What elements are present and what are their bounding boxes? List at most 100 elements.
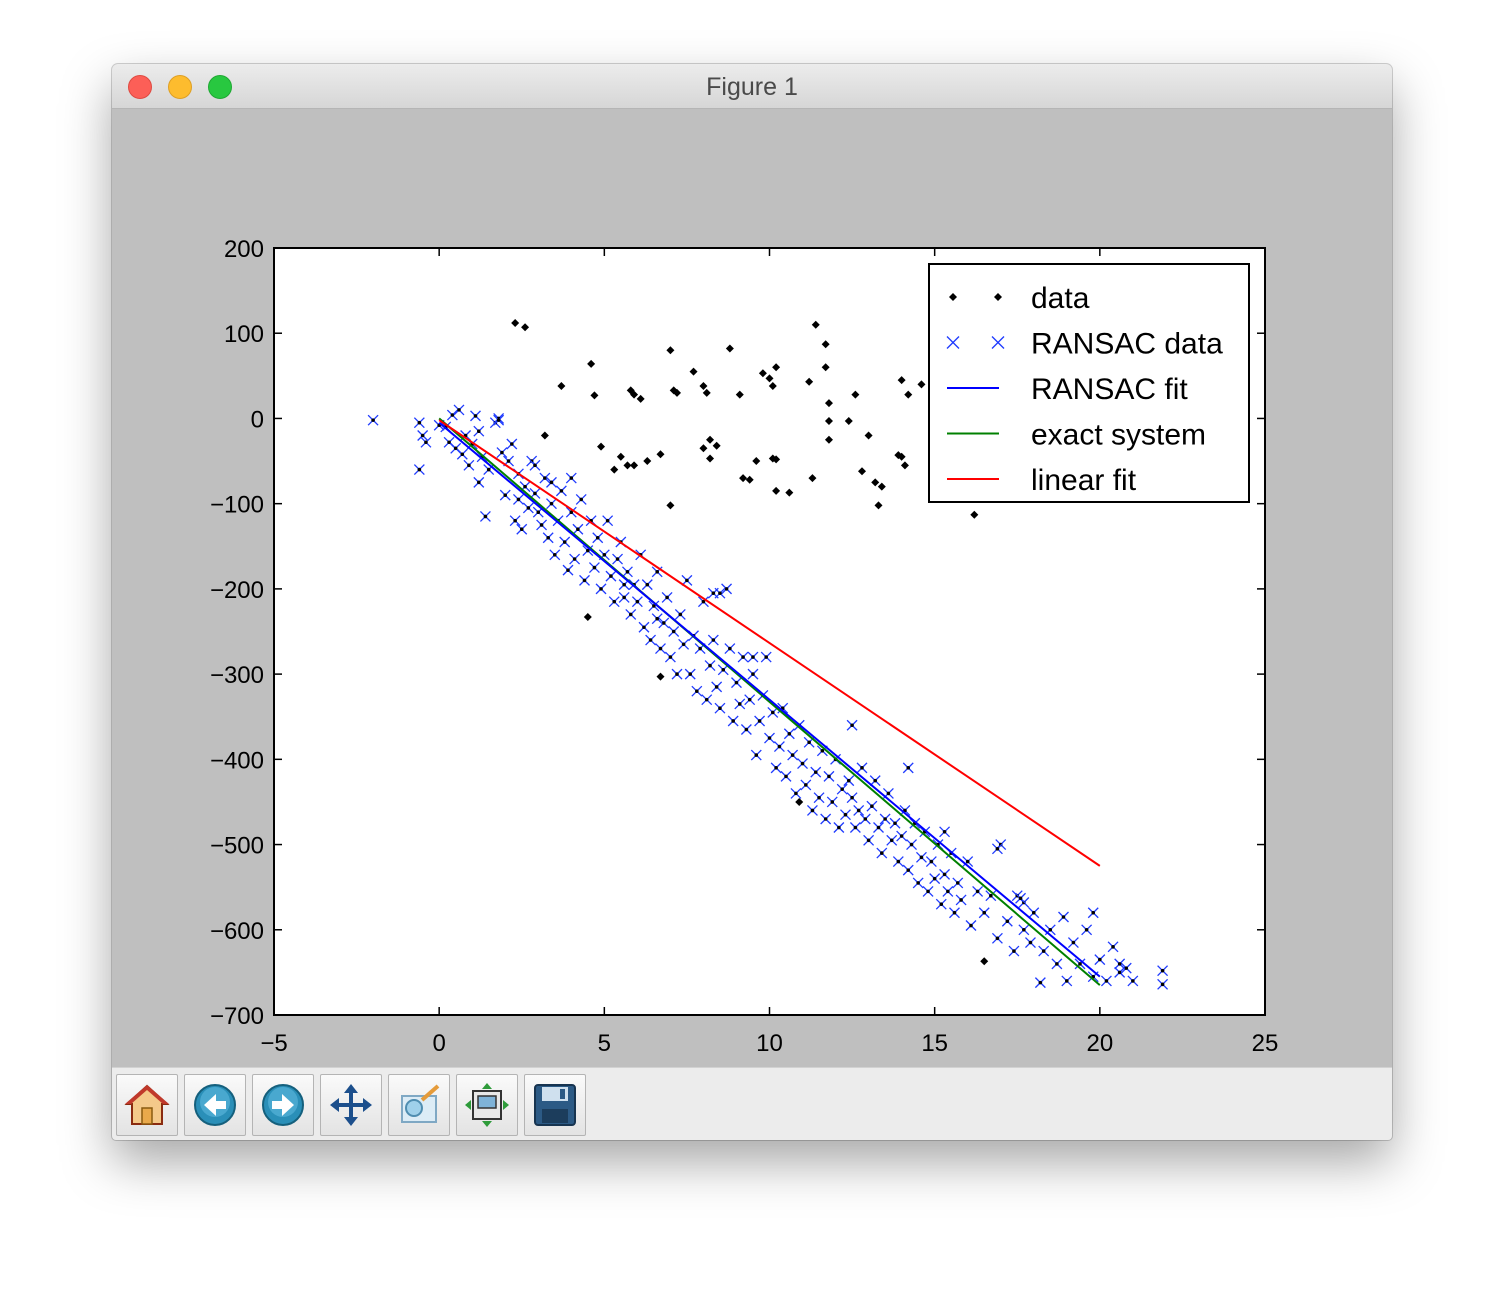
data-point [540, 431, 549, 440]
ransac-data-point [658, 617, 670, 629]
ransac-data-point [1015, 892, 1027, 904]
ransac-data-point [1061, 975, 1073, 987]
ransac-data-point [876, 847, 888, 859]
ransac-data-point [836, 783, 848, 795]
data-point [897, 452, 906, 461]
figure-window: Figure 1 −5 0 5 10 15 20 25 200 100 0 −100 −200 −300… [112, 64, 1392, 1140]
legend-entry: exact system [947, 419, 1206, 452]
ransac-data-point [546, 498, 557, 510]
ransac-data-point [747, 668, 759, 680]
data-point [821, 363, 830, 372]
ransac-data-point [863, 834, 875, 846]
scatter-plot[interactable]: −5 0 5 10 15 20 25 200 100 0 −100 −200 −300 −400 −500 −… [112, 109, 1392, 1067]
ransac-data-point [1018, 924, 1030, 936]
ransac-data-point [985, 890, 997, 902]
home-button[interactable] [116, 1074, 178, 1136]
ransac-data-point [889, 817, 901, 829]
title-bar[interactable]: Figure 1 [112, 64, 1392, 109]
data-point [739, 474, 748, 483]
ransac-data-point [952, 877, 964, 889]
x-tick-label: 5 [598, 1030, 611, 1057]
zoom-to-rect-button[interactable] [388, 1074, 450, 1136]
linear-fit-line [438, 419, 1101, 867]
ransac-data-point [846, 719, 858, 731]
ransac-data-point [853, 805, 865, 816]
ransac-data-point [780, 770, 792, 782]
navigation-toolbar [112, 1067, 1392, 1140]
ransac-data-point [823, 770, 835, 782]
ransac-data-point [701, 694, 713, 706]
legend: data RANSAC data RANSAC fit exact system lin… [928, 263, 1250, 503]
data-point [980, 957, 989, 966]
save-button[interactable] [524, 1074, 586, 1136]
ransac-data-point [1114, 966, 1126, 978]
ransac-data-point [539, 472, 551, 484]
data-point [877, 482, 886, 491]
data-point [758, 369, 767, 378]
ransac-data-point [790, 787, 802, 799]
ransac-data-point [843, 775, 855, 787]
ransac-data-point [1087, 907, 1099, 919]
ransac-fit-line [438, 421, 1101, 978]
ransac-data-point [734, 698, 746, 710]
data-point [752, 457, 761, 466]
ransac-data-point [621, 566, 633, 578]
ransac-data-point [896, 830, 908, 842]
data-point [666, 501, 675, 510]
minimize-button[interactable] [168, 75, 192, 99]
ransac-data-point [1094, 954, 1106, 966]
legend-entry: linear fit [947, 464, 1137, 497]
y-tick-label: 200 [224, 236, 264, 263]
axis-tick-labels: −5 0 5 10 15 20 25 200 100 0 −100 −200 −300 −400 −500 −… [210, 236, 1278, 1057]
forward-button[interactable] [252, 1074, 314, 1136]
ransac-data-point [661, 591, 673, 603]
ransac-data-point [955, 894, 967, 906]
ransac-data-point [575, 493, 587, 505]
ransac-data-point [529, 459, 541, 471]
data-point [583, 613, 592, 622]
data-point [785, 488, 794, 497]
pan-icon [330, 1084, 372, 1126]
pan-button[interactable] [320, 1074, 382, 1136]
close-button[interactable] [128, 75, 152, 99]
x-tick-label: 15 [921, 1030, 948, 1057]
ransac-data-point [1034, 977, 1046, 989]
ransac-data-point [721, 583, 733, 595]
ransac-data-point [1074, 958, 1086, 970]
figure-canvas[interactable]: −5 0 5 10 15 20 25 200 100 0 −100 −200 −300 −400 −500 −… [112, 109, 1392, 1067]
ransac-data-point [727, 715, 739, 727]
ransac-data-point [1058, 911, 1069, 923]
data-point [765, 374, 774, 383]
ransac-data-point [1081, 924, 1093, 936]
ransac-data-point [744, 694, 756, 706]
zoom-button[interactable] [208, 75, 232, 99]
ransac-data-point [1107, 941, 1119, 953]
home-icon [124, 1084, 170, 1125]
legend-label: RANSAC fit [1031, 373, 1188, 406]
ransac-data-point [612, 553, 624, 565]
ransac-data-point [773, 741, 785, 753]
ransac-data-point [714, 587, 726, 599]
ransac-data-point [760, 651, 772, 663]
ransac-data-point [648, 600, 660, 612]
data-point [706, 454, 715, 463]
ransac-data-point [1157, 978, 1169, 990]
ransac-data-point [565, 506, 577, 518]
ransac-data-point [684, 668, 696, 680]
ransac-data-point [565, 472, 577, 484]
back-button[interactable] [184, 1074, 246, 1136]
ransac-data-point [856, 762, 868, 774]
configure-subplots-button[interactable] [456, 1074, 518, 1136]
ransac-data-point [800, 779, 812, 791]
ransac-data-point [902, 864, 914, 876]
ransac-data-point [922, 885, 934, 897]
ransac-data-point [555, 485, 567, 497]
ransac-data-point [671, 668, 683, 680]
data-point [623, 461, 632, 470]
data-point [917, 380, 926, 389]
ransac-data-point [747, 651, 759, 663]
legend-entry: data [949, 282, 1090, 315]
ransac-data-point [625, 608, 637, 620]
data-point [689, 367, 698, 376]
ransac-data-point [638, 621, 650, 633]
